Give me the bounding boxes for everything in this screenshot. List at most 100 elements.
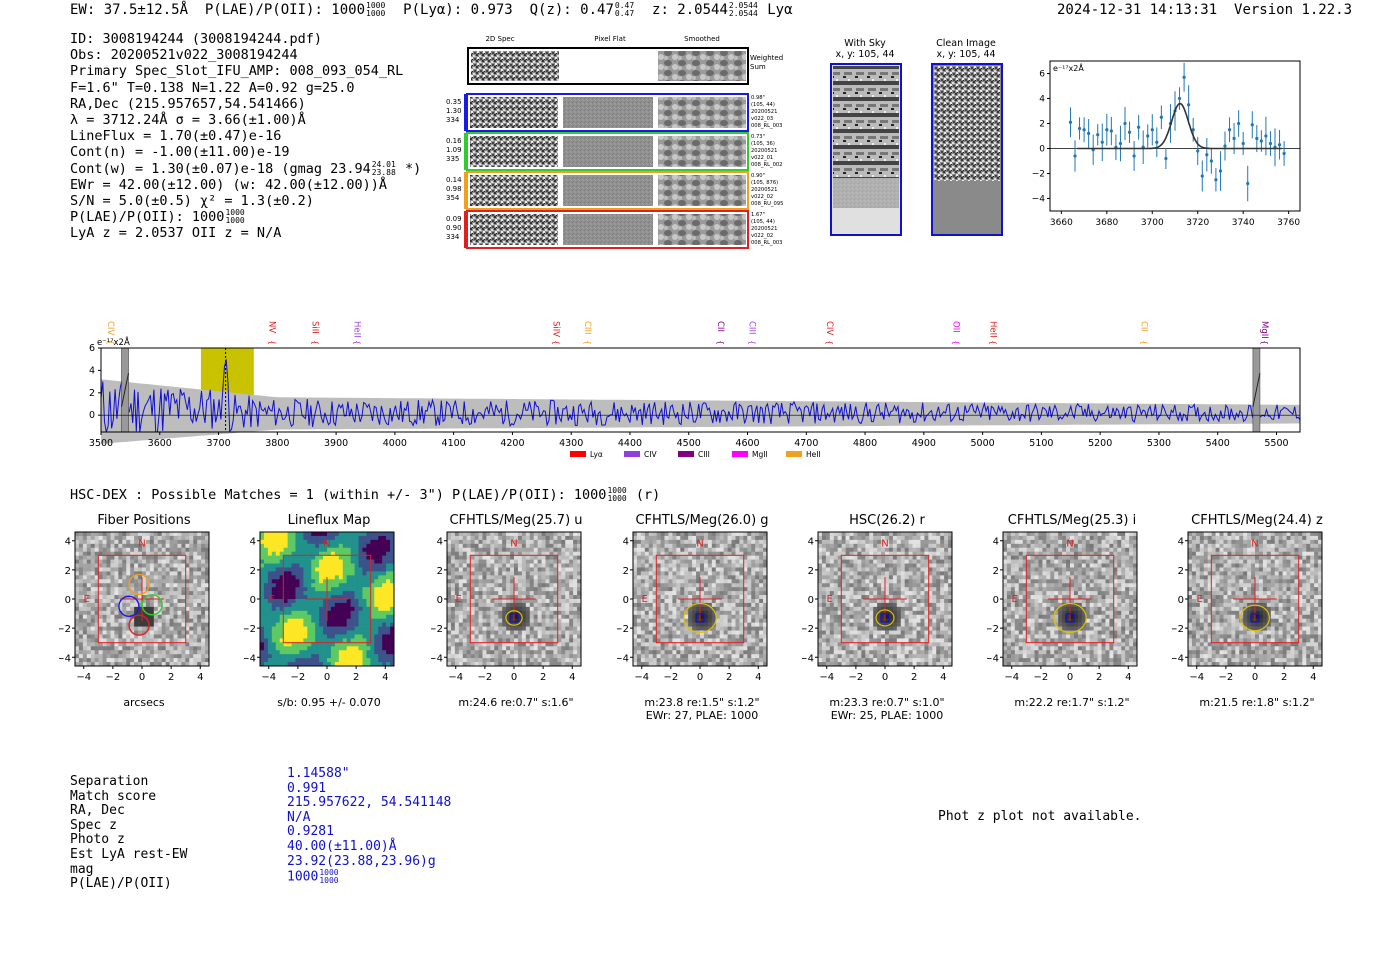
panel-ytick: −2 [431,624,443,635]
cutout-panel-5: N E −4 −2 0 2 4 4 2 0 −2 −4 [987,531,1138,683]
panel-xtick: 4 [940,672,946,683]
panel-ytick: 4 [250,537,256,548]
fiber-right-2-2: 20200521 [751,187,777,193]
panel-xtick: 2 [1096,672,1102,683]
linefit-xtick: 3720 [1186,218,1209,228]
spec-xtick: 4400 [618,438,642,449]
aperture-ellipse [1239,604,1270,632]
match-label-7: P(LAE)/P(OII) [70,876,172,892]
spec-xtick: 4700 [794,438,818,449]
match-value-5: 40.00(±11.00)Å [287,838,397,854]
linefit-point [1068,120,1073,124]
target-box [1250,613,1260,623]
fiber-left-3-1: 0.90 [446,224,462,232]
match-value-6: 23.92(23.88,23.96)g [287,853,436,869]
linefit-point [1209,159,1213,163]
target-box [509,613,519,623]
linefit-point [1146,134,1150,138]
linefit-ytick: −4 [1032,195,1046,205]
info-slot: Primary Spec_Slot_IFU_AMP: 008_093_054_R… [70,63,404,80]
match-label-1: Match score [70,788,157,804]
spec-xtick: 4900 [912,438,936,449]
panel-ytick: 4 [437,537,443,548]
fiber-right-3-1: (105, 44) [751,219,775,225]
search-box [282,554,372,644]
linefit-point [1077,126,1082,131]
match-label-2: RA, Dec [70,803,125,819]
spec-ytick: 4 [89,365,95,376]
spec-unit: e⁻¹⁷x2Å [97,336,130,348]
panel-xtick: 0 [1067,672,1073,683]
panel-ytick: 4 [1178,537,1184,548]
panel-xtick: 0 [882,672,888,683]
match-value-2: 215.957622, 54.541148 [287,795,452,811]
svg-text:{: { [311,340,320,345]
info-radec: RA,Dec (215.957657,54.541466) [70,95,306,112]
linefit-frame [1049,60,1301,212]
match-value-4: 0.9281 [287,824,334,840]
linefit-xtick: 3660 [1050,218,1073,228]
panel-title-0: Fiber Positions [97,513,191,528]
fiber-left-2-1: 0.98 [446,185,462,193]
fiber-left-1-2: 335 [446,155,459,163]
north-label: N [138,539,145,550]
info-id: ID: 3008194244 (3008194244.pdf) [70,31,322,47]
spec-xtick: 3900 [324,438,348,449]
linefit-point [1227,128,1232,132]
panel-ytick: 2 [250,566,256,577]
fiber-smooth-2 [658,175,746,206]
panel-ytick: 0 [808,595,814,606]
panel-ytick: −2 [244,624,256,635]
linefit-point [1118,141,1123,146]
clean-title: Clean Image x, y: 105, 44 [936,38,996,60]
info-lambda: λ = 3712.24Å σ = 3.66(±1.00)Å [70,112,306,129]
panel-ytick: −4 [987,653,999,664]
fiber-flat-2 [563,175,653,206]
fiber-smooth-1 [658,136,746,167]
linefit-point [1264,134,1268,138]
info-params: F=1.6" T=0.138 N=1.22 A=0.92 g=25.0 [70,79,355,96]
fiber-left-0-2: 334 [446,116,460,124]
linefit-ytick: 2 [1039,120,1045,130]
east-label: E [1196,594,1202,605]
match-labels: Separation Match score RA, Dec Spec z Photo … [70,774,187,892]
col-flat: Pixel Flat [594,35,626,43]
target-box [1065,613,1075,623]
linefit-xtick: 3680 [1095,218,1118,228]
withsky-cutout [830,63,902,236]
linefit-point [1096,133,1100,137]
north-label: N [881,539,888,550]
linefit-point [1087,131,1091,136]
match-value-0: 1.14588" [287,766,350,781]
linefit-point [1214,178,1218,182]
panel-caption-0-0: arcsecs [123,696,165,709]
linefit-point [1259,139,1263,143]
cutout-panel-0: N E −4 −2 0 2 4 4 2 0 −2 −4 [59,531,210,683]
north-label: N [323,539,330,550]
linefit-point [1177,96,1182,101]
panel-ytick: −2 [617,624,629,635]
fiber-right-1-4: 008_RL_002 [751,162,783,168]
fiber-right-0-1: (105, 44) [751,102,775,108]
fiber-left-2-0: 0.14 [446,176,462,184]
search-box [97,554,187,644]
weighted-label: Weighted [750,54,783,62]
svg-text:{: { [552,340,561,345]
fiber-left-1-1: 1.09 [446,146,462,154]
match-label-4: Photo z [70,832,125,848]
linefit-point [1218,169,1223,173]
panel-ytick: −4 [1172,653,1184,664]
spec-line-SiIV: SiIV [551,321,561,337]
cutout-panel-3: N E −4 −2 0 2 4 4 2 0 −2 −4 [617,531,768,683]
fiber-smooth-0 [658,97,746,128]
search-box [840,554,930,644]
panel-xtick: 4 [569,672,575,683]
panel-ytick: 0 [65,595,71,606]
info-ewr: EWr = 42.00(±12.00) (w: 42.00(±12.00))Å [70,176,387,193]
north-label: N [510,539,517,550]
panel-ytick: 4 [808,537,814,548]
panel-caption-6-0: m:21.5 re:1.8" s:1.2" [1199,696,1315,709]
east-label: E [83,594,89,605]
info-contw: Cont(w) = 1.30(±0.07)e-18 (gmag 23.94 24.… [70,159,422,177]
panel-ytick: −4 [617,653,629,664]
